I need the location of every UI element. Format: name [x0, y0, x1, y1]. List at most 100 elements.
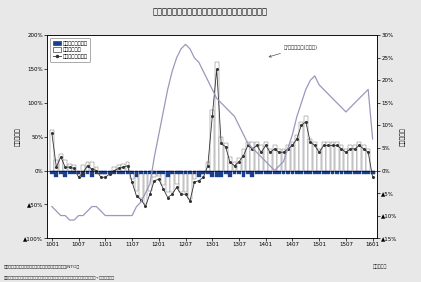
Bar [255, 142, 258, 171]
Bar [219, 137, 223, 171]
Bar [90, 171, 94, 177]
Bar [50, 130, 54, 171]
訪日外国人消費額 [370, 176, 375, 179]
Bar [250, 142, 254, 171]
Bar [366, 149, 370, 171]
Text: （資料）財務省「国際収支統計」、日本政府観光局（JNTO）: （資料）財務省「国際収支統計」、日本政府観光局（JNTO） [4, 265, 80, 269]
訪日外国人消費額 [143, 205, 148, 208]
Bar [233, 171, 237, 174]
円/ドルレート [370, 137, 375, 141]
Bar [317, 149, 321, 171]
円/ドルレート [325, 92, 330, 96]
Bar [188, 171, 192, 174]
Bar [68, 171, 72, 174]
Bar [335, 142, 339, 171]
Bar [95, 171, 99, 174]
Text: 図５　減少に転じた訪日外国人の一人当たり消費額: 図５ 減少に転じた訪日外国人の一人当たり消費額 [153, 7, 268, 16]
Bar [197, 171, 201, 177]
Bar [313, 142, 317, 171]
Bar [139, 171, 143, 197]
Bar [353, 171, 357, 174]
Bar [175, 171, 179, 174]
Bar [112, 171, 116, 174]
Bar [282, 171, 285, 174]
Bar [233, 162, 237, 171]
Bar [85, 171, 89, 174]
Bar [72, 165, 76, 171]
Bar [157, 171, 161, 176]
Bar [242, 171, 245, 177]
円/ドルレート [334, 101, 339, 105]
Bar [175, 171, 179, 184]
Bar [90, 162, 94, 171]
Bar [326, 171, 330, 174]
Bar [330, 171, 334, 174]
Bar [357, 171, 361, 174]
訪日外国人消費額 [325, 144, 330, 147]
Bar [273, 171, 277, 174]
Bar [121, 164, 125, 171]
Bar [63, 171, 67, 177]
Bar [81, 165, 85, 171]
Bar [117, 171, 120, 174]
Bar [206, 171, 210, 174]
Bar [170, 171, 174, 174]
訪日外国人消費額 [49, 132, 54, 135]
円/ドルレート [218, 101, 224, 105]
Bar [304, 171, 308, 174]
Bar [54, 171, 58, 177]
Bar [357, 142, 361, 171]
Bar [210, 110, 214, 171]
訪日外国人消費額 [161, 187, 166, 190]
Bar [344, 149, 348, 171]
Bar [295, 135, 299, 171]
Bar [152, 171, 156, 174]
Bar [255, 171, 258, 174]
Bar [166, 171, 170, 192]
Bar [242, 149, 245, 171]
Bar [353, 146, 357, 171]
Bar [77, 171, 80, 174]
Bar [237, 171, 241, 174]
Bar [139, 171, 143, 174]
Bar [68, 164, 72, 171]
Bar [282, 149, 285, 171]
円/ドルレート [183, 43, 188, 46]
Bar [85, 162, 89, 171]
Bar [273, 146, 277, 171]
Bar [201, 171, 205, 174]
Bar [286, 171, 290, 174]
Line: 訪日外国人消費額: 訪日外国人消費額 [51, 68, 373, 207]
Bar [268, 171, 272, 174]
Bar [117, 165, 120, 171]
Bar [299, 122, 303, 171]
Bar [104, 171, 107, 174]
Bar [308, 171, 312, 174]
Bar [259, 171, 263, 174]
Bar [264, 142, 268, 171]
訪日外国人消費額 [121, 166, 126, 169]
Bar [166, 171, 170, 177]
Bar [228, 171, 232, 177]
Bar [224, 171, 227, 174]
Bar [72, 171, 76, 174]
Bar [184, 171, 187, 192]
Bar [99, 171, 103, 174]
Bar [108, 171, 112, 174]
Bar [371, 171, 375, 174]
Bar [277, 149, 281, 171]
Bar [121, 171, 125, 174]
Bar [144, 171, 147, 174]
Bar [148, 171, 152, 174]
Bar [219, 171, 223, 177]
Bar [299, 171, 303, 174]
Bar [59, 154, 63, 171]
Bar [188, 171, 192, 199]
Bar [224, 144, 227, 171]
Bar [95, 167, 99, 171]
訪日外国人消費額 [214, 67, 219, 71]
Legend: 一人当たり消費額, 訪日外国人数, 訪日外国人消費額: 一人当たり消費額, 訪日外国人数, 訪日外国人消費額 [50, 38, 91, 62]
Line: 円/ドルレート: 円/ドルレート [52, 44, 373, 220]
訪日外国人消費額 [348, 147, 353, 151]
Bar [290, 171, 294, 174]
